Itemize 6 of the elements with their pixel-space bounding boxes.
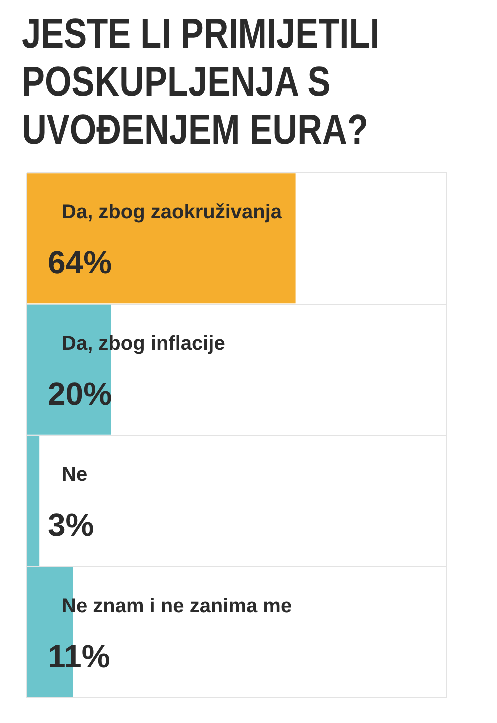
chart-title: JESTE LI PRIMIJETILI POSKUPLJENJA S UVOĐENJEM EURA? bbox=[22, 10, 381, 154]
y-tick-label: Ne bbox=[62, 464, 88, 486]
y-tick-label: Da, zbog zaokruživanja bbox=[62, 202, 283, 224]
bar bbox=[28, 174, 296, 304]
data-label: 3% bbox=[48, 507, 94, 544]
data-label: 64% bbox=[48, 244, 112, 281]
